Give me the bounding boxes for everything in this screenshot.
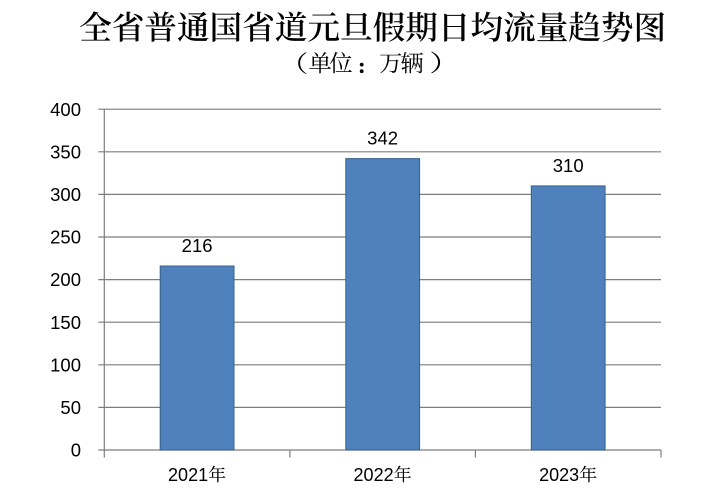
svg-text:216: 216 (182, 235, 213, 256)
svg-text:150: 150 (50, 312, 81, 333)
svg-text:200: 200 (50, 269, 81, 290)
svg-text:300: 300 (50, 184, 81, 205)
svg-text:2021: 2021 (168, 465, 208, 485)
svg-text:100: 100 (50, 354, 81, 375)
svg-text:350: 350 (50, 141, 81, 162)
svg-text:342: 342 (367, 128, 398, 149)
svg-text:0: 0 (71, 440, 81, 461)
svg-text:2022: 2022 (354, 465, 394, 485)
svg-text:400: 400 (50, 99, 81, 120)
svg-text:50: 50 (60, 397, 81, 418)
svg-text:310: 310 (553, 155, 584, 176)
svg-text:2023: 2023 (539, 465, 579, 485)
svg-text:250: 250 (50, 227, 81, 248)
